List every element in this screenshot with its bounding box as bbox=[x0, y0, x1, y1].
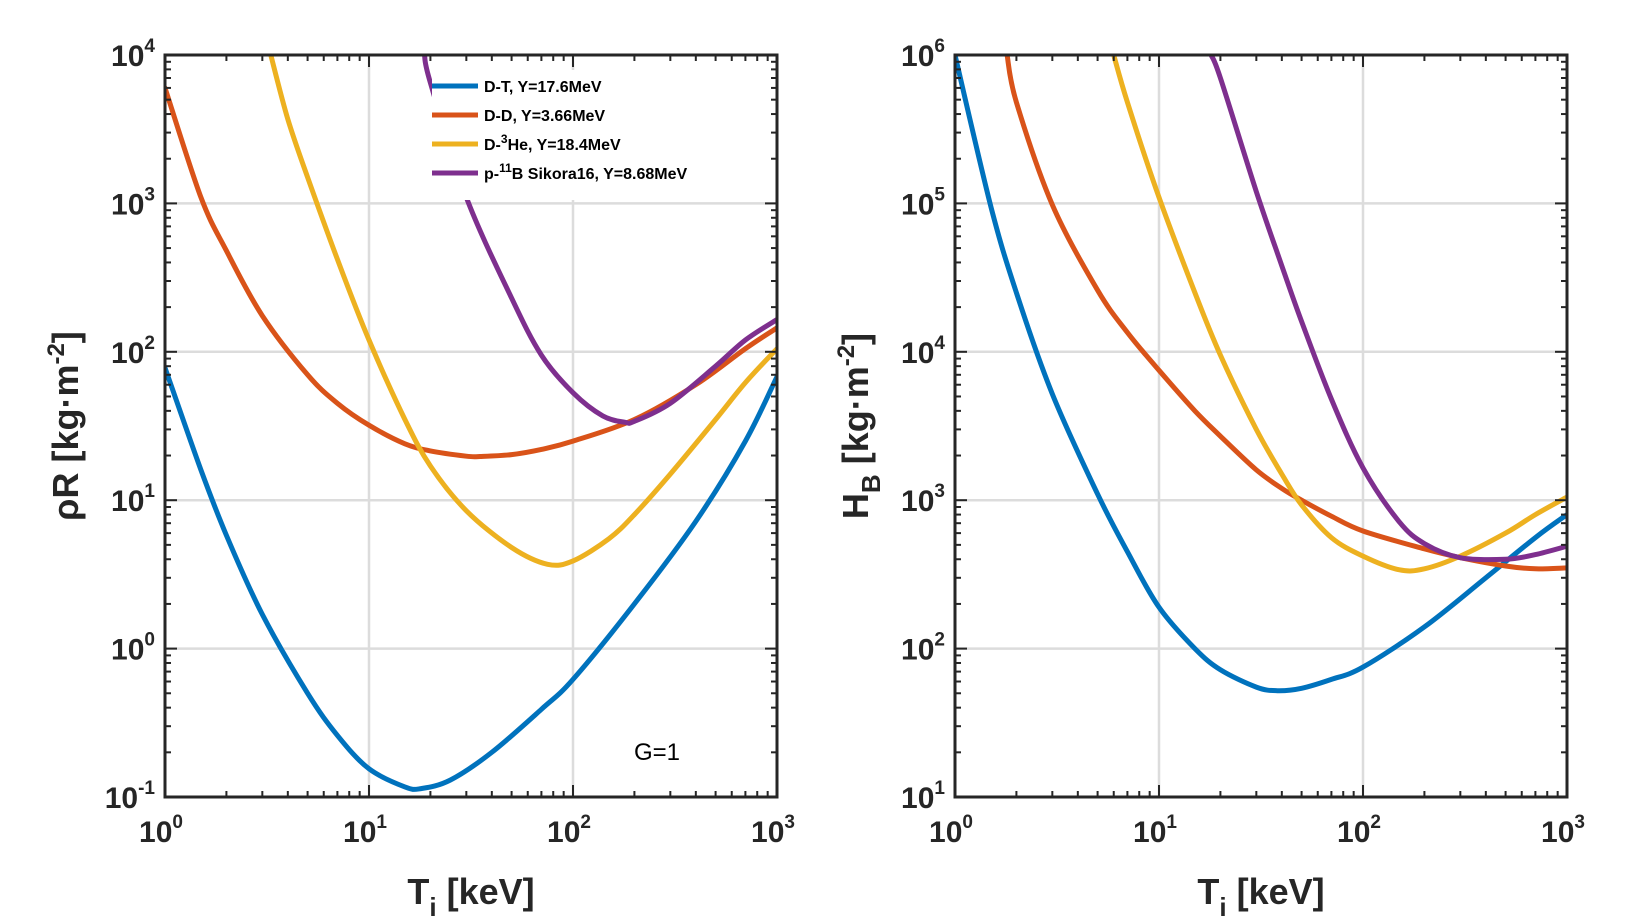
left-y-axis-label: ρR [kg·m-2] bbox=[43, 331, 86, 521]
right-x-tick-label: 102 bbox=[1337, 812, 1381, 849]
right-x-tick-labels: 100 101 102 103 bbox=[929, 812, 1585, 849]
right-y-tick-label: 106 bbox=[901, 36, 945, 73]
left-series-dhe3-line bbox=[268, 55, 777, 568]
left-x-tick-label: 103 bbox=[751, 812, 795, 849]
left-x-tick-label: 102 bbox=[547, 812, 591, 849]
right-y-tick-label: 104 bbox=[901, 333, 945, 370]
left-axes-box bbox=[163, 53, 779, 799]
left-y-tick-labels: 10-1 100 101 102 103 104 bbox=[105, 36, 156, 815]
legend-label-dt: D-T, Y=17.6MeV bbox=[484, 79, 602, 96]
legend-label-dd: D-D, Y=3.66MeV bbox=[484, 108, 605, 125]
left-y-tick-label: 102 bbox=[111, 333, 155, 370]
legend-entries: D-T, Y=17.6MeV D-D, Y=3.66MeV D-3He, Y=18.… bbox=[432, 79, 687, 183]
left-y-tick-label: 100 bbox=[111, 630, 155, 667]
right-x-tick-label: 100 bbox=[929, 812, 973, 849]
right-series-dt-line bbox=[955, 55, 1567, 694]
right-y-tick-label: 102 bbox=[901, 630, 945, 667]
left-tick-marks bbox=[164, 54, 778, 798]
left-y-tick-label: 103 bbox=[111, 184, 155, 221]
right-y-tick-labels: 101 102 103 104 105 106 bbox=[901, 36, 945, 815]
right-axes-box bbox=[953, 53, 1569, 799]
legend-background bbox=[432, 70, 762, 200]
right-y-tick-label: 105 bbox=[901, 184, 945, 221]
legend-label-dhe3: D-3He, Y=18.4MeV bbox=[484, 132, 621, 154]
left-y-tick-label: 104 bbox=[111, 36, 155, 73]
right-tick-marks bbox=[954, 54, 1568, 798]
left-y-tick-label: 101 bbox=[111, 481, 155, 518]
right-grid bbox=[955, 55, 1567, 797]
right-series-dhe3-line bbox=[1111, 55, 1567, 574]
left-x-axis-label: Ti [keV] bbox=[407, 871, 534, 922]
left-annotation: G=1 bbox=[634, 739, 680, 766]
right-y-tick-label: 101 bbox=[901, 778, 945, 815]
right-y-axis-label: HB [kg·m-2] bbox=[833, 333, 886, 519]
right-y-tick-label: 103 bbox=[901, 481, 945, 518]
left-y-tick-label: 10-1 bbox=[105, 778, 156, 815]
left-x-tick-label: 100 bbox=[139, 812, 183, 849]
right-x-tick-label: 101 bbox=[1133, 812, 1177, 849]
right-x-axis-label: Ti [keV] bbox=[1197, 871, 1324, 922]
left-x-tick-labels: 100 101 102 103 bbox=[139, 812, 795, 849]
left-x-tick-label: 101 bbox=[343, 812, 387, 849]
left-legend: D-T, Y=17.6MeV D-D, Y=3.66MeV D-3He, Y=18.… bbox=[432, 70, 762, 200]
left-series-dt-line bbox=[165, 365, 777, 792]
right-series-group bbox=[955, 55, 1567, 694]
legend-label-pb11: p-11B Sikora16, Y=8.68MeV bbox=[484, 161, 687, 183]
right-x-tick-label: 103 bbox=[1541, 812, 1585, 849]
right-series-pb11-line bbox=[1208, 55, 1567, 563]
